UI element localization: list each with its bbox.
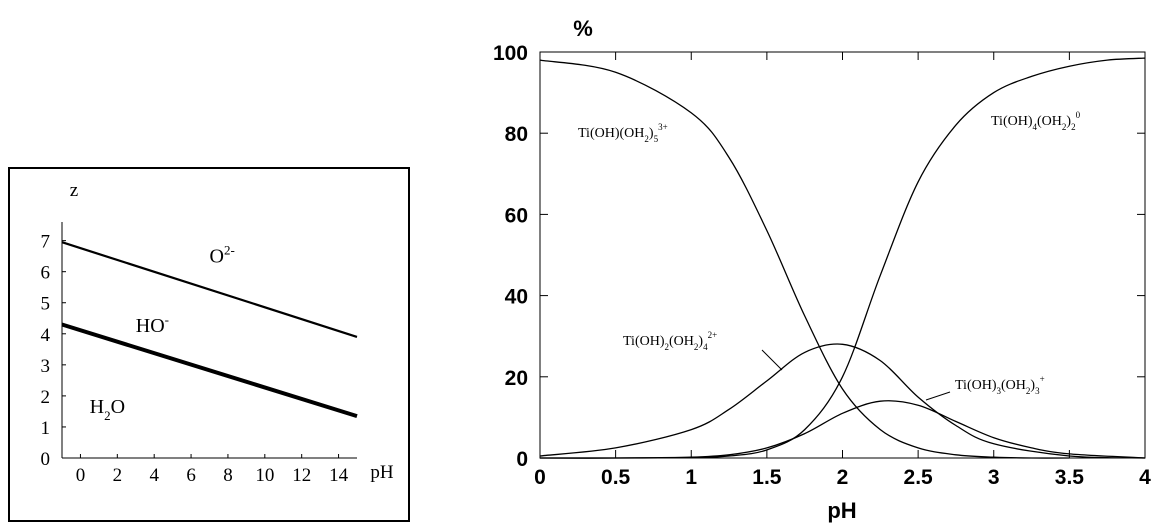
left-x-tick-label: 14 — [329, 465, 349, 486]
species-label-4: Ti(OH)3(OH2)3+ — [955, 374, 1045, 396]
chart-frame — [8, 167, 410, 522]
right-y-tick-label: 100 — [493, 42, 528, 65]
right-x-axis-label: pH — [827, 498, 856, 523]
left-y-tick-label: 1 — [41, 418, 51, 439]
right-y-axis-label: % — [573, 16, 593, 41]
plot-frame — [539, 51, 1146, 459]
left-boundary-line-1 — [61, 241, 358, 338]
left-region-label-3: H2O — [90, 396, 125, 423]
species-curve-1 — [539, 59, 1070, 459]
species-label-3: Ti(OH)2(OH2)42+ — [623, 330, 717, 352]
left-y-tick-label: 6 — [41, 263, 51, 284]
right-x-tick-label: 0 — [534, 466, 546, 489]
left-x-tick-label: 10 — [255, 465, 274, 486]
right-x-tick-label: 4 — [1139, 466, 1151, 489]
right-x-tick-label: 2 — [837, 466, 849, 489]
left-series — [61, 241, 358, 419]
left-x-tick-label: 12 — [292, 465, 311, 486]
left-x-tick-label: 4 — [149, 465, 159, 486]
right-y-tick-label: 0 — [516, 448, 528, 471]
species-curve-4 — [539, 57, 1146, 459]
species-label-2: Ti(OH)4(OH2)20 — [991, 110, 1081, 132]
left-x-tick-label: 6 — [186, 465, 196, 486]
species-curve-3 — [539, 400, 1146, 459]
label-leader-line-1 — [761, 349, 783, 371]
species-label-1: Ti(OH)(OH2)53+ — [578, 122, 668, 144]
left-x-tick-label: 8 — [223, 465, 233, 486]
right-x-tick-label: 1 — [685, 466, 697, 489]
right-y-tick-label: 60 — [505, 204, 528, 227]
right-y-tick-label: 80 — [505, 123, 528, 146]
left-x-tick-label: 0 — [76, 465, 86, 486]
right-species-labels: Ti(OH)(OH2)53+ Ti(OH)4(OH2)20 Ti(OH)2(OH2)… — [578, 110, 1081, 401]
right-x-tick-label: 3.5 — [1055, 466, 1085, 489]
left-region-label-2: HO- — [136, 312, 169, 337]
left-y-tick-label: 4 — [41, 325, 51, 346]
left-y-tick-label: 3 — [41, 356, 51, 377]
left-x-tick-label: 2 — [113, 465, 123, 486]
left-y-tick-label: 0 — [41, 449, 51, 470]
species-curve-2 — [539, 343, 1146, 459]
right-x-tick-label: 3 — [988, 466, 1000, 489]
right-series — [539, 57, 1146, 459]
left-region-labels: O2- HO- H2O — [90, 242, 235, 423]
left-x-axis-label: pH — [370, 462, 394, 483]
right-x-tick-label: 0.5 — [601, 466, 631, 489]
right-y-tick-label: 20 — [505, 367, 528, 390]
left-y-tick-label: 2 — [41, 387, 51, 408]
left-boundary-line-2 — [61, 322, 358, 419]
label-leader-line-2 — [925, 391, 951, 401]
left-region-label-1: O2- — [210, 242, 235, 267]
left-y-tick-label: 7 — [41, 232, 51, 253]
right-x-tick-label: 1.5 — [752, 466, 782, 489]
left-y-axis-label: z — [70, 180, 78, 201]
left-y-tick-label: 5 — [41, 294, 51, 315]
right-x-tick-label: 2.5 — [904, 466, 934, 489]
right-y-tick-label: 40 — [505, 286, 528, 309]
